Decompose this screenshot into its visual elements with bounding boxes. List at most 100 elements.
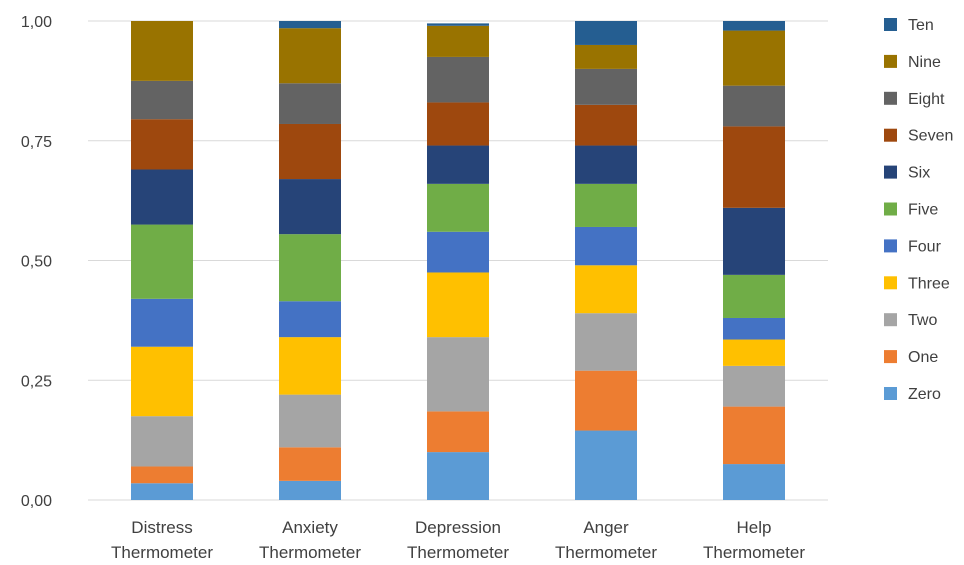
x-category-label: Distress Thermometer bbox=[111, 518, 213, 562]
bar-segment-nine bbox=[723, 30, 785, 86]
bar-segment-six bbox=[427, 145, 489, 184]
legend-swatch bbox=[884, 128, 897, 142]
bar-segment-seven bbox=[427, 102, 489, 146]
bar-segment-four bbox=[131, 298, 193, 347]
bar-segment-three bbox=[427, 272, 489, 338]
bar-segment-one bbox=[131, 466, 193, 484]
bar-stack bbox=[575, 21, 637, 500]
bar-segment-eight bbox=[723, 85, 785, 127]
bar-segment-six bbox=[575, 145, 637, 184]
bar-segment-seven bbox=[131, 119, 193, 170]
legend-item: Seven bbox=[884, 128, 953, 145]
legend-item: One bbox=[884, 349, 938, 366]
bar-stack bbox=[427, 23, 489, 500]
y-tick-label: 1,00 bbox=[21, 14, 52, 31]
legend-label: One bbox=[908, 349, 938, 366]
bar-segment-seven bbox=[575, 104, 637, 146]
bar-segment-zero bbox=[723, 464, 785, 500]
bar-segment-one bbox=[279, 447, 341, 481]
bar-segment-four bbox=[723, 317, 785, 340]
bar-segment-three bbox=[575, 265, 637, 314]
bar-segment-six bbox=[723, 207, 785, 275]
y-tick-label: 0,75 bbox=[21, 134, 52, 151]
legend-label: Two bbox=[908, 312, 937, 329]
x-category-label-line: Thermometer bbox=[555, 543, 657, 562]
legend-item: Eight bbox=[884, 91, 945, 108]
bar-segment-two bbox=[427, 337, 489, 412]
bar-segment-five bbox=[723, 274, 785, 318]
bar-segment-two bbox=[723, 365, 785, 407]
bar-segment-ten bbox=[575, 21, 637, 45]
x-category-label-line: Thermometer bbox=[259, 543, 361, 562]
legend-swatch bbox=[884, 350, 897, 364]
x-category-label-line: Thermometer bbox=[703, 543, 805, 562]
bar-segment-seven bbox=[279, 123, 341, 180]
bar-segment-eight bbox=[131, 80, 193, 120]
bar-segment-four bbox=[575, 226, 637, 266]
x-category-label-line: Thermometer bbox=[111, 543, 213, 562]
bar-segment-nine bbox=[427, 25, 489, 57]
y-axis-tick-labels: 0,00 0,25 0,50 0,75 1,00 bbox=[21, 14, 52, 510]
legend-item: Six bbox=[884, 165, 930, 182]
x-category-label-line: Distress bbox=[131, 518, 192, 537]
bar-segment-seven bbox=[723, 126, 785, 208]
bar-stack bbox=[131, 21, 193, 500]
legend-item: Nine bbox=[884, 54, 941, 71]
x-category-label-line: Anger bbox=[583, 518, 629, 537]
legend-item: Three bbox=[884, 275, 950, 292]
x-category-label: Depression Thermometer bbox=[407, 518, 509, 562]
bar-segment-five bbox=[427, 183, 489, 232]
legend-swatch bbox=[884, 313, 897, 327]
legend-swatch bbox=[884, 239, 897, 253]
x-category-label-line: Help bbox=[737, 518, 772, 537]
legend-item: Ten bbox=[884, 17, 934, 34]
bar-stack bbox=[723, 21, 785, 500]
bar-stack bbox=[279, 21, 341, 500]
legend-label: Eight bbox=[908, 91, 945, 108]
legend-swatch bbox=[884, 54, 897, 68]
legend-label: Four bbox=[908, 238, 942, 255]
bar-segment-nine bbox=[131, 21, 193, 81]
legend-swatch bbox=[884, 18, 897, 31]
bar-segment-five bbox=[131, 224, 193, 299]
bar-segment-five bbox=[279, 234, 341, 302]
bar-segment-four bbox=[279, 301, 341, 338]
bar-segment-zero bbox=[279, 480, 341, 500]
legend-item: Two bbox=[884, 312, 937, 329]
legend-label: Five bbox=[908, 202, 938, 219]
bar-segment-one bbox=[575, 370, 637, 431]
x-category-label: Help Thermometer bbox=[703, 518, 805, 562]
bar-segment-zero bbox=[427, 452, 489, 500]
x-category-label-line: Anxiety bbox=[282, 518, 338, 537]
bar-segment-eight bbox=[279, 83, 341, 124]
bars bbox=[131, 21, 785, 500]
legend-label: Six bbox=[908, 165, 930, 182]
bar-segment-eight bbox=[427, 56, 489, 103]
y-tick-label: 0,25 bbox=[21, 373, 52, 390]
legend-label: Zero bbox=[908, 386, 941, 403]
bar-segment-two bbox=[279, 394, 341, 448]
x-category-label-line: Depression bbox=[415, 518, 501, 537]
bar-segment-ten bbox=[427, 23, 489, 26]
bar-segment-ten bbox=[723, 21, 785, 31]
legend-swatch bbox=[884, 165, 897, 179]
legend-label: Seven bbox=[908, 128, 953, 145]
bar-segment-ten bbox=[279, 21, 341, 29]
bar-segment-two bbox=[131, 416, 193, 467]
bar-segment-two bbox=[575, 313, 637, 371]
x-category-label: Anxiety Thermometer bbox=[259, 518, 361, 562]
legend-item: Four bbox=[884, 238, 942, 255]
bar-segment-nine bbox=[575, 44, 637, 69]
bar-segment-five bbox=[575, 183, 637, 227]
y-tick-label: 0,50 bbox=[21, 254, 52, 271]
legend-label: Nine bbox=[908, 54, 941, 71]
bar-segment-one bbox=[427, 411, 489, 453]
x-category-label-line: Thermometer bbox=[407, 543, 509, 562]
bar-segment-eight bbox=[575, 68, 637, 105]
bar-segment-one bbox=[723, 406, 785, 465]
bar-segment-four bbox=[427, 231, 489, 273]
legend-label: Ten bbox=[908, 17, 934, 34]
legend-label: Three bbox=[908, 275, 950, 292]
